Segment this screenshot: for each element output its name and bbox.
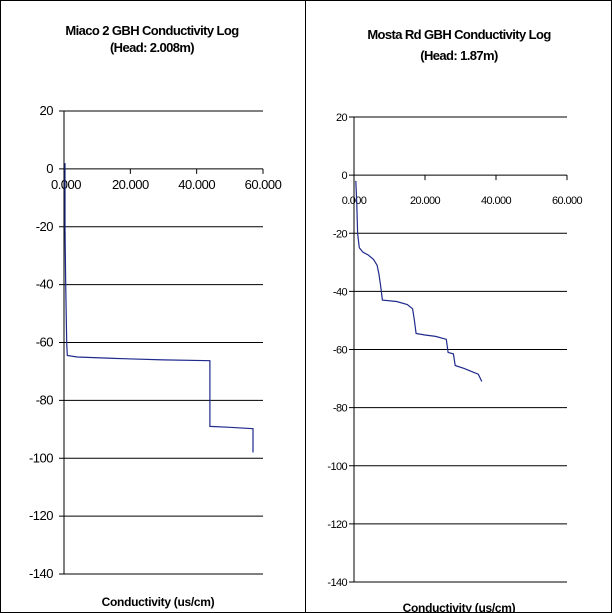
x-tick-label: 40.000 xyxy=(481,195,512,207)
x-tick-label: 20.000 xyxy=(112,177,149,192)
y-tick-label: 0 xyxy=(341,170,347,182)
y-tick-label: -140 xyxy=(29,566,53,581)
y-tick-label: -40 xyxy=(36,277,54,292)
gridlines xyxy=(354,116,567,583)
y-tick-label: -100 xyxy=(29,450,53,465)
chart-subtitle: (Head: 2.008m) xyxy=(110,40,194,55)
x-tick-label: 60.000 xyxy=(552,195,583,207)
series-layer xyxy=(355,180,483,382)
x-axis-label: Conductivity (us/cm) xyxy=(102,595,215,609)
y-tick-label: -20 xyxy=(36,219,54,234)
chart-frame-right xyxy=(305,0,612,613)
y-tick-label: 20 xyxy=(40,103,54,118)
x-tick-label: 40.000 xyxy=(178,177,215,192)
y-tick-label: -20 xyxy=(333,228,348,240)
y-tick-label: -120 xyxy=(29,508,53,523)
axes xyxy=(349,116,568,583)
x-tick-label: 0.000 xyxy=(342,195,367,207)
y-tick-labels: 20 0 -20 -40 -60 -80 -100 -120 -140 xyxy=(327,112,348,589)
x-tick-labels: 0.000 20.000 40.000 60.000 xyxy=(51,177,282,192)
x-tick-label: 20.000 xyxy=(410,195,441,207)
x-tick-labels: 0.000 20.000 40.000 60.000 xyxy=(342,195,583,207)
y-tick-label: 0 xyxy=(46,161,53,176)
y-tick-label: -80 xyxy=(333,403,348,415)
chart-frame-left xyxy=(0,0,306,613)
y-tick-label: -140 xyxy=(327,577,347,589)
y-tick-label: -60 xyxy=(333,345,348,357)
chart-miaco-2: Miaco 2 GBH Conductivity Log (Head: 2.00… xyxy=(29,23,282,609)
chart-subtitle: (Head: 1.87m) xyxy=(420,48,498,63)
y-tick-label: 20 xyxy=(336,112,348,124)
series-line xyxy=(355,180,483,382)
y-tick-label: -60 xyxy=(36,335,54,350)
series-line xyxy=(64,163,254,453)
chart-mosta-rd: Mosta Rd GBH Conductivity Log (Head: 1.8… xyxy=(327,27,583,613)
chart-title: Mosta Rd GBH Conductivity Log xyxy=(367,27,551,42)
y-tick-label: -100 xyxy=(327,461,347,473)
chart-title: Miaco 2 GBH Conductivity Log xyxy=(65,23,239,38)
y-tick-label: -40 xyxy=(333,286,348,298)
y-tick-labels: 20 0 -20 -40 -60 -80 -100 -120 -140 xyxy=(29,103,54,581)
axes xyxy=(59,110,264,575)
x-tick-label: 0.000 xyxy=(51,177,81,192)
series-layer xyxy=(64,163,254,453)
x-tick-label: 60.000 xyxy=(245,177,282,192)
x-axis-label: Conductivity (us/cm) xyxy=(403,601,516,613)
gridlines xyxy=(64,110,263,575)
y-tick-label: -80 xyxy=(36,392,54,407)
y-tick-label: -120 xyxy=(327,519,347,531)
